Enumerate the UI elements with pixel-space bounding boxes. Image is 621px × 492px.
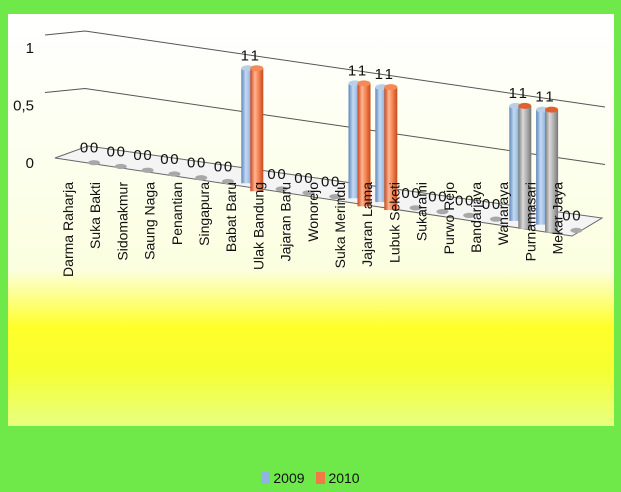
x-tick-label: Purwo Rejo — [441, 182, 457, 255]
x-tick-label: Babat Baru — [223, 182, 239, 252]
data-label: 1 — [241, 47, 249, 64]
y-axis-ticks: 00,51 — [13, 40, 34, 172]
bar-top — [545, 106, 559, 113]
data-label: 1 — [251, 47, 259, 64]
x-tick-label: Darma Raharja — [60, 182, 76, 277]
data-label: 1 — [385, 66, 393, 83]
data-label: 0 — [277, 166, 285, 183]
zero-value-marker — [88, 160, 100, 166]
data-label: 0 — [428, 189, 436, 206]
data-label: 0 — [160, 151, 168, 168]
data-label: 0 — [465, 192, 473, 209]
data-label: 0 — [411, 185, 419, 202]
data-label: 1 — [535, 89, 543, 106]
data-label: 0 — [90, 140, 98, 157]
zero-value-marker — [570, 227, 583, 234]
x-tick-label: Jajaran Baru — [278, 182, 294, 261]
zero-value-marker — [168, 171, 181, 177]
data-label: 0 — [197, 155, 205, 172]
legend-item-2009: 2009 — [261, 470, 305, 486]
data-label: 0 — [80, 140, 88, 157]
x-tick-label: Purnamasari — [522, 182, 538, 261]
bar — [357, 83, 371, 207]
data-label: 0 — [331, 174, 339, 191]
y-tick-label: 0 — [26, 155, 34, 172]
gridlines — [44, 30, 606, 165]
bar — [250, 68, 264, 192]
zero-value-marker — [436, 209, 449, 215]
data-label: 0 — [267, 166, 275, 183]
data-label: 1 — [348, 62, 356, 79]
zero-value-marker — [463, 212, 476, 218]
zero-value-marker — [114, 163, 127, 170]
data-label: 0 — [294, 170, 302, 187]
data-label: 0 — [214, 159, 222, 176]
bar-chart: 00,51 0 0 0 0 0 0 0 0 0 0 0 01 10 0 0 0 0 01 1 1 10 0 0 0 0 0 0 01 1… — [8, 14, 614, 426]
data-label: 1 — [375, 66, 383, 83]
x-tick-label: Wanaraya — [495, 182, 511, 246]
data-label: 0 — [143, 147, 151, 164]
data-label: 0 — [562, 207, 570, 224]
legend-label-2009: 2009 — [273, 470, 305, 486]
zero-value-marker — [141, 167, 154, 173]
zero-value-marker — [222, 178, 234, 185]
data-label: 0 — [133, 147, 141, 164]
data-label: 0 — [321, 174, 329, 191]
bar-top — [384, 84, 398, 91]
x-tick-label: Ulak Bandung — [250, 182, 266, 270]
x-tick-label: Suka Bakti — [87, 182, 103, 249]
bar — [518, 105, 532, 229]
bar-top — [357, 80, 371, 87]
data-label: 0 — [170, 151, 178, 168]
x-tick-label: Wonorejo — [305, 182, 321, 242]
bar — [384, 87, 398, 211]
legend-label-2010: 2010 — [328, 470, 360, 486]
gridline — [44, 87, 606, 165]
zero-value-marker — [275, 186, 288, 192]
zero-value-marker — [195, 175, 208, 181]
x-tick-label: Saung Naga — [142, 182, 158, 260]
data-label: 0 — [455, 192, 463, 209]
x-tick-label: Mekar Jaya — [550, 182, 566, 255]
data-label: 0 — [107, 143, 115, 160]
data-label: 0 — [304, 170, 312, 187]
data-label: 0 — [117, 143, 125, 160]
legend: 2009 2010 — [0, 470, 621, 487]
data-label: 0 — [492, 196, 500, 213]
legend-swatch-2009 — [261, 472, 271, 484]
x-tick-label: Sidomakmur — [114, 182, 130, 261]
y-tick-label: 0,5 — [13, 98, 34, 115]
x-tick-label: Penantian — [169, 182, 185, 245]
x-tick-label: Jajaran Lama — [359, 182, 375, 267]
bar — [545, 109, 559, 233]
legend-item-2010: 2010 — [316, 470, 360, 486]
data-label: 1 — [519, 85, 527, 102]
data-label: 1 — [358, 62, 366, 79]
x-tick-label: Sukarami — [414, 182, 430, 241]
x-axis-labels: Darma Raharja Suka Bakti Sidomakmur Saung N… — [60, 182, 566, 277]
x-tick-label: Bandarjaya — [468, 182, 484, 253]
bars: 0 0 0 0 0 0 0 0 0 0 0 01 10 0 0 0 0 01 1 1 10 0 0 0 0 0 0 01 1 1 10 0 — [80, 47, 583, 234]
zero-value-marker — [409, 205, 422, 211]
data-label: 0 — [482, 196, 490, 213]
data-label: 1 — [545, 89, 553, 106]
legend-swatch-2010 — [316, 472, 326, 484]
bar-top — [250, 65, 264, 72]
x-tick-label: Lubuk Seketi — [386, 182, 402, 263]
x-tick-label: Suka Merindu — [332, 182, 348, 268]
data-label: 0 — [187, 155, 195, 172]
data-label: 1 — [509, 85, 517, 102]
zero-value-marker — [329, 193, 342, 200]
gridline — [44, 30, 606, 108]
data-label: 0 — [438, 189, 446, 206]
bar-top — [518, 102, 532, 109]
zero-value-marker — [490, 216, 502, 222]
x-tick-label: Singapura — [196, 182, 212, 246]
zero-value-marker — [302, 190, 315, 196]
data-label: 0 — [572, 207, 580, 224]
y-tick-label: 1 — [26, 40, 34, 57]
data-label: 0 — [224, 159, 232, 176]
data-label: 0 — [401, 185, 409, 202]
